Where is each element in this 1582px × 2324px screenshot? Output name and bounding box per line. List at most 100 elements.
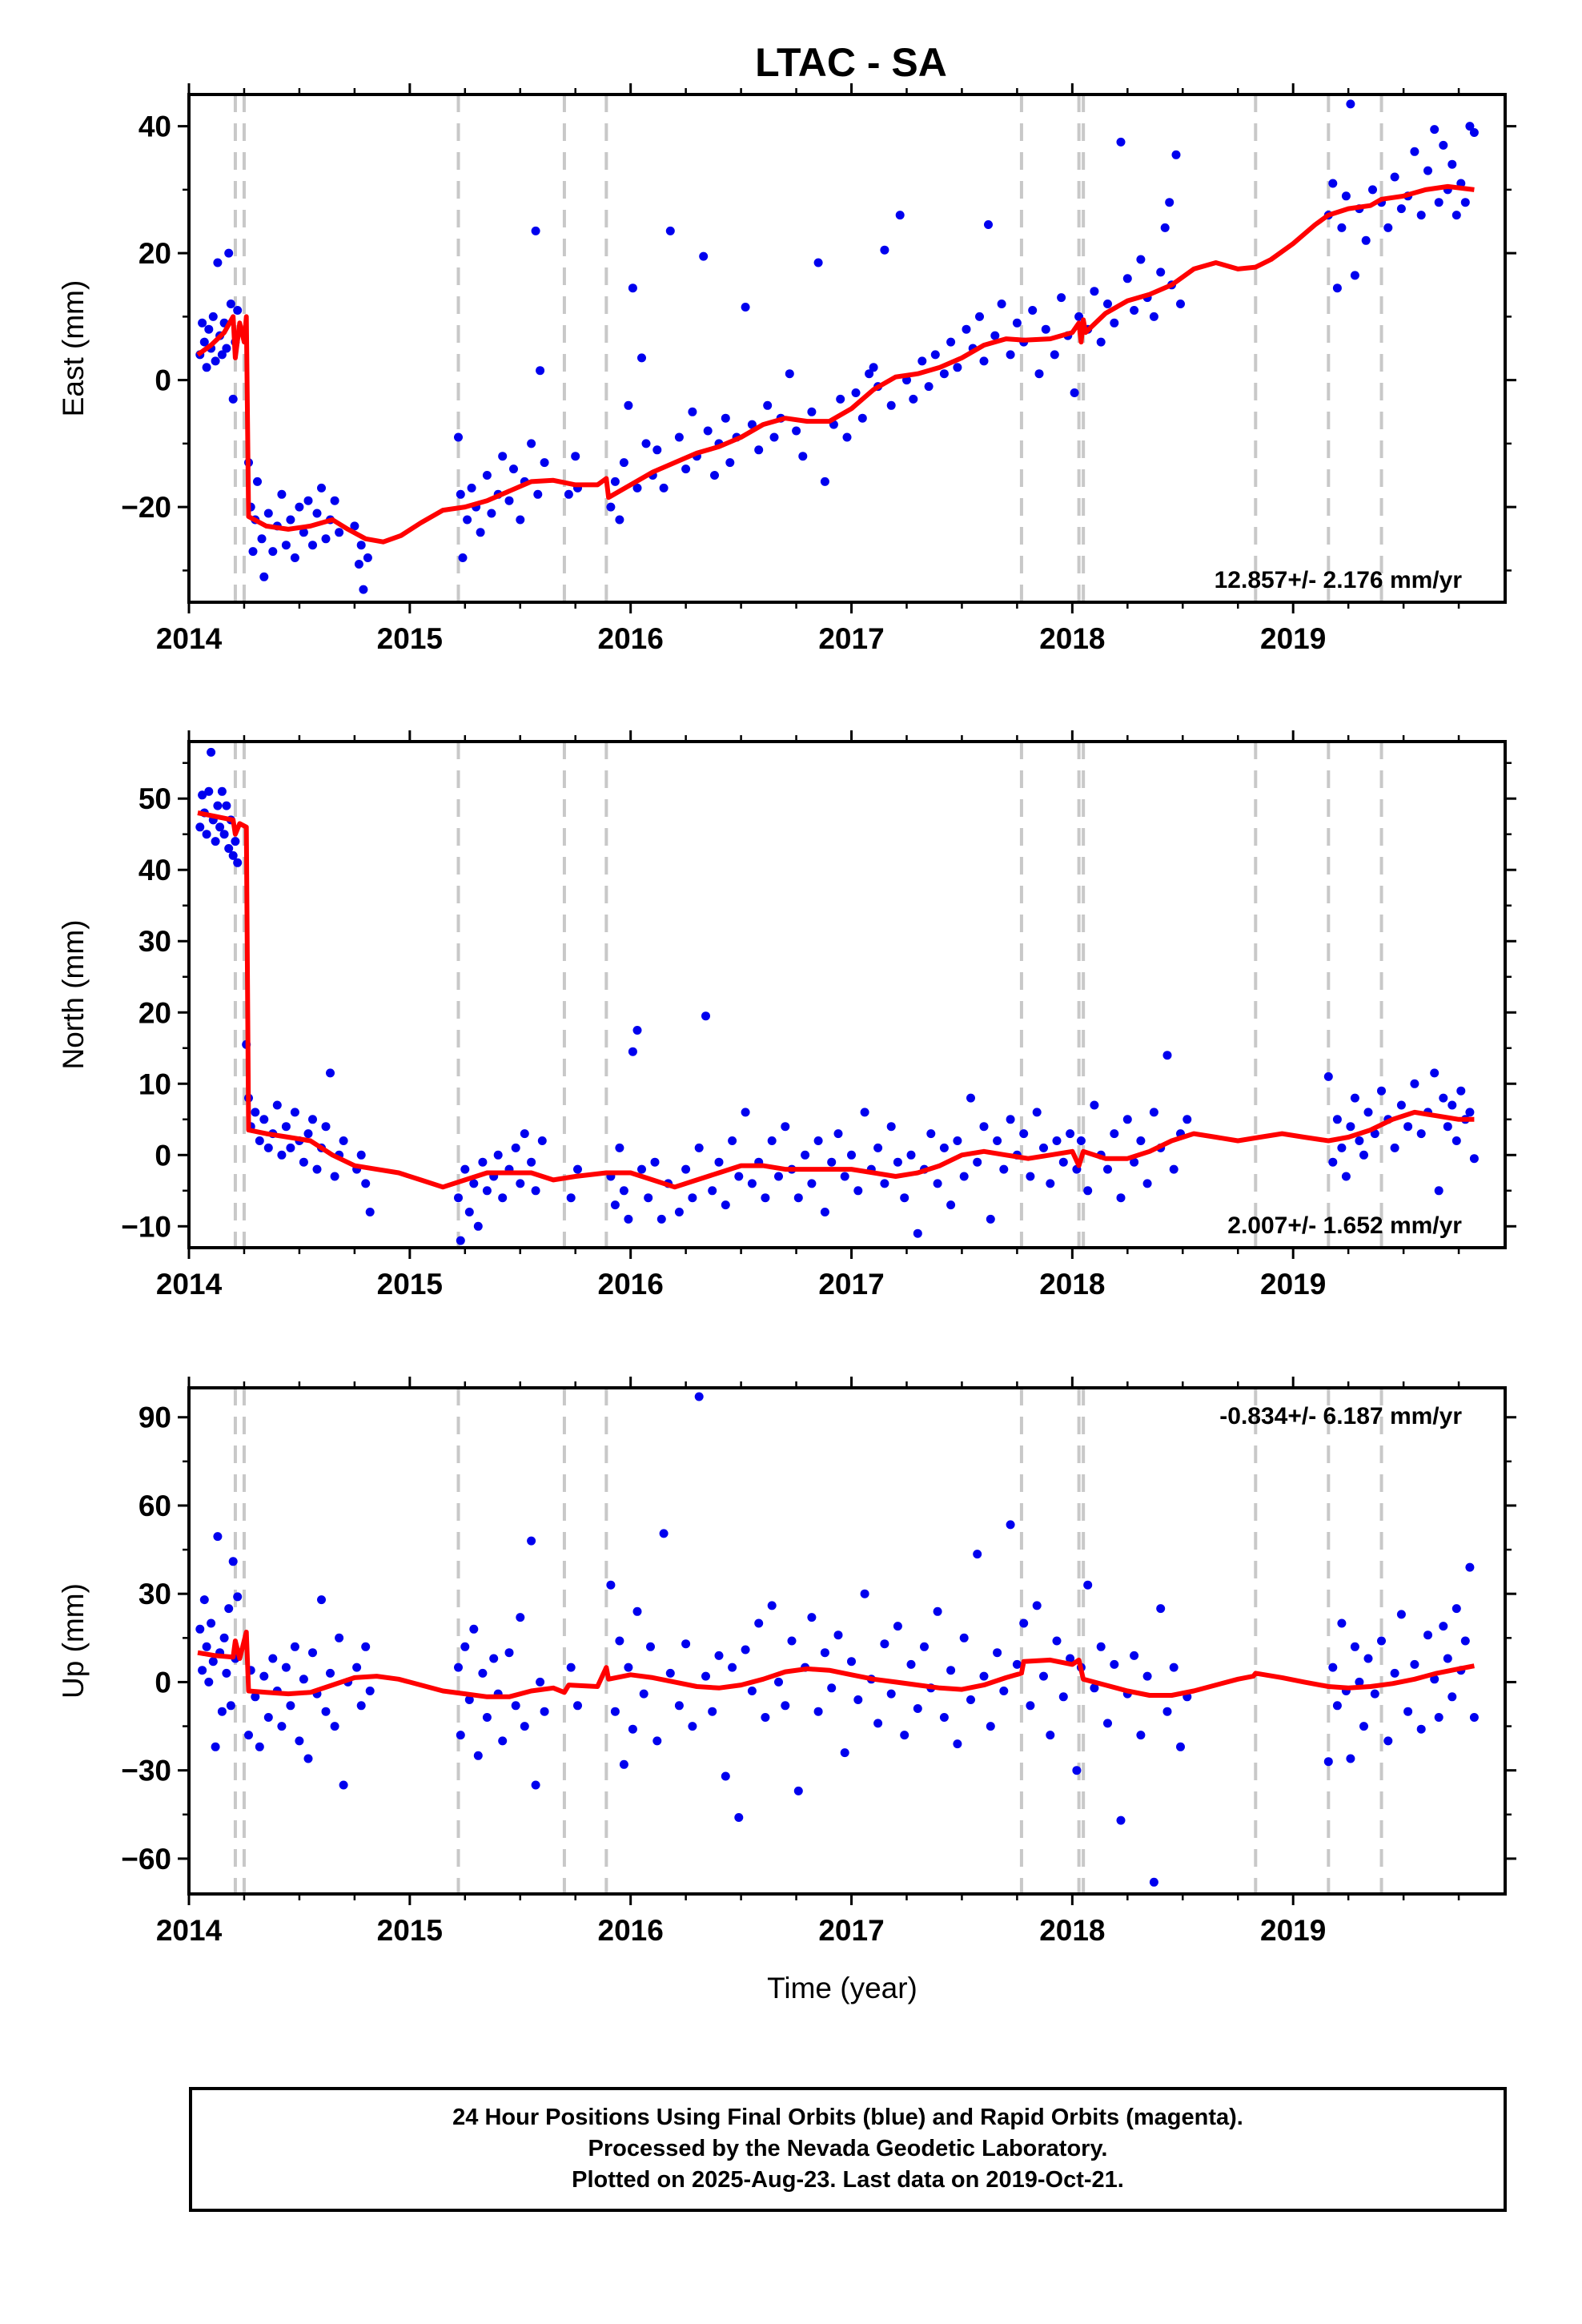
data-point xyxy=(886,400,896,410)
x-tick-label: 2015 xyxy=(377,1268,443,1301)
data-point xyxy=(939,1143,949,1152)
data-point xyxy=(798,452,808,461)
data-point xyxy=(277,1722,287,1731)
data-point xyxy=(681,1164,691,1174)
data-point xyxy=(906,1659,916,1669)
data-point xyxy=(865,369,874,379)
data-point xyxy=(487,509,496,518)
data-point xyxy=(860,1589,869,1598)
data-point xyxy=(1006,350,1015,360)
data-point xyxy=(482,1186,492,1196)
data-point xyxy=(674,1701,684,1711)
data-point xyxy=(1149,1108,1158,1117)
data-point xyxy=(913,1228,922,1238)
panel-up: 2014 2015 2016 2017 2018 2019 −60 −30 0 30 60 90 Up … xyxy=(57,1377,1516,2004)
data-point xyxy=(1130,1651,1139,1660)
data-point xyxy=(566,1663,576,1672)
data-point xyxy=(335,528,344,537)
data-point xyxy=(1350,1093,1359,1103)
data-point xyxy=(222,1668,231,1678)
data-point xyxy=(1046,1179,1055,1188)
data-point xyxy=(1337,223,1347,232)
data-point xyxy=(233,858,243,867)
data-point xyxy=(208,312,218,321)
data-point xyxy=(1416,1129,1426,1139)
data-point xyxy=(665,1668,675,1678)
data-point xyxy=(361,1642,371,1651)
data-point xyxy=(1058,1157,1068,1167)
data-point xyxy=(754,1618,764,1628)
data-point xyxy=(281,1663,291,1672)
data-point xyxy=(694,1143,704,1152)
data-point xyxy=(767,1601,777,1610)
data-point xyxy=(869,363,878,372)
model-line xyxy=(196,183,1475,545)
data-point xyxy=(939,1713,949,1722)
data-point xyxy=(263,1713,273,1722)
data-point xyxy=(268,547,278,557)
data-point xyxy=(454,1193,463,1203)
data-point xyxy=(1443,1654,1452,1663)
data-point xyxy=(259,1115,269,1124)
x-tick-label: 2016 xyxy=(598,1914,664,1947)
data-point xyxy=(356,1701,366,1711)
data-point xyxy=(211,356,220,366)
data-point xyxy=(708,1186,717,1196)
data-point xyxy=(946,1200,956,1210)
data-point xyxy=(886,1122,896,1132)
data-point xyxy=(747,420,757,429)
data-point xyxy=(1416,211,1426,220)
data-point xyxy=(1090,1100,1099,1110)
data-point xyxy=(813,258,823,267)
data-point xyxy=(312,1164,322,1174)
data-point xyxy=(217,786,227,796)
data-point xyxy=(498,1193,508,1203)
data-point xyxy=(933,1606,942,1616)
data-point xyxy=(807,1613,817,1622)
data-point xyxy=(681,464,691,474)
data-point xyxy=(873,1143,883,1152)
data-point xyxy=(1182,1115,1192,1124)
data-point xyxy=(1350,1642,1359,1651)
data-point xyxy=(767,1136,777,1145)
data-point xyxy=(498,452,508,461)
data-point xyxy=(208,1657,218,1667)
y-axis-label: North (mm) xyxy=(57,919,90,1069)
data-point xyxy=(953,1739,962,1749)
data-point xyxy=(244,1731,253,1740)
data-point xyxy=(1076,1136,1086,1145)
data-point xyxy=(458,553,468,562)
data-point xyxy=(628,283,637,293)
data-point xyxy=(734,1172,744,1181)
data-point xyxy=(1103,1164,1112,1174)
data-point xyxy=(1142,1179,1152,1188)
data-point xyxy=(747,1687,757,1695)
data-point xyxy=(1465,1562,1475,1572)
data-point xyxy=(900,1193,909,1203)
data-point xyxy=(1057,293,1066,303)
data-point xyxy=(1165,198,1174,207)
data-point xyxy=(650,1157,660,1167)
data-point xyxy=(509,464,518,474)
data-point xyxy=(906,1150,916,1160)
data-point xyxy=(674,432,684,442)
data-point xyxy=(1058,1692,1068,1702)
data-point xyxy=(632,483,642,493)
data-point xyxy=(909,394,918,404)
data-point xyxy=(774,1172,783,1181)
footer-line-2: Processed by the Nevada Geodetic Laborat… xyxy=(588,2136,1108,2161)
data-point xyxy=(1110,318,1119,328)
data-point xyxy=(202,830,211,839)
data-point xyxy=(833,1129,843,1139)
data-point xyxy=(573,1164,582,1174)
data-point xyxy=(199,337,209,347)
data-point xyxy=(628,1724,637,1734)
data-point xyxy=(728,1663,737,1672)
data-point xyxy=(999,1687,1009,1695)
data-point xyxy=(573,1701,582,1711)
data-point xyxy=(1452,1136,1461,1145)
data-point xyxy=(714,1651,724,1660)
data-point xyxy=(504,496,514,505)
data-point xyxy=(1332,1115,1342,1124)
data-point xyxy=(1452,211,1461,220)
